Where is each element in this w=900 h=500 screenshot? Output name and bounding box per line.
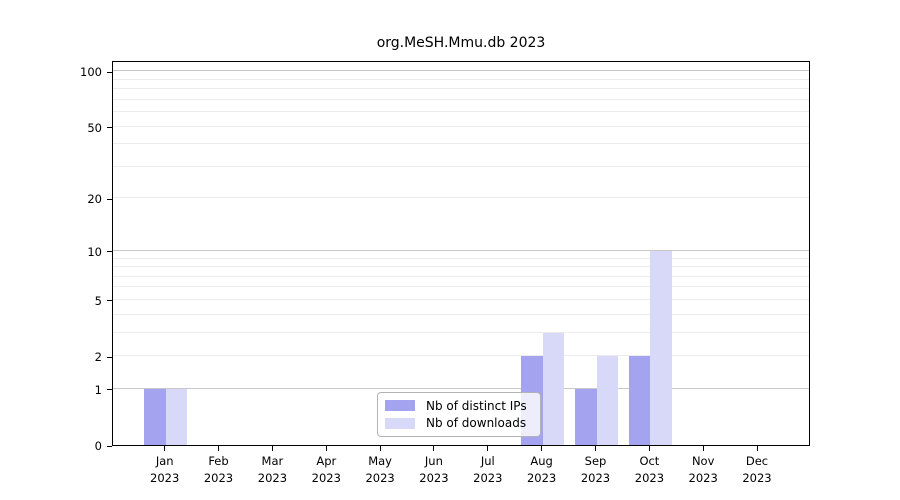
legend: Nb of distinct IPs Nb of downloads: [377, 392, 541, 437]
x-axis-label: Jun 2023: [419, 454, 449, 485]
minor-gridline: [113, 286, 809, 288]
x-axis-tick: [271, 446, 273, 451]
bar-downloads: [650, 250, 672, 445]
y-axis-tick: [107, 356, 112, 358]
minor-gridline: [113, 125, 809, 127]
y-axis-label: 100: [80, 65, 102, 80]
minor-gridline: [113, 78, 809, 80]
minor-gridline: [113, 355, 809, 356]
legend-item-distinct-ips: Nb of distinct IPs: [385, 399, 533, 413]
x-axis-label: Jan 2023: [150, 454, 180, 485]
x-axis-label: Sep 2023: [580, 454, 611, 485]
x-axis-label: May 2023: [365, 454, 395, 485]
x-axis-tick: [648, 446, 650, 451]
x-axis-tick: [487, 446, 489, 451]
y-axis-tick: [107, 445, 112, 447]
minor-gridline: [113, 298, 809, 300]
x-axis-tick: [756, 446, 758, 451]
legend-label: Nb of distinct IPs: [426, 398, 527, 413]
y-axis-label: 10: [87, 244, 102, 259]
x-axis-tick: [164, 446, 166, 451]
x-axis-label: Feb 2023: [203, 454, 234, 485]
x-axis-label: Oct 2023: [634, 454, 665, 485]
major-gridline: [113, 249, 809, 251]
x-axis-label: Jul 2023: [473, 454, 503, 485]
x-axis-tick: [433, 446, 435, 451]
major-gridline: [113, 70, 809, 72]
x-axis-label: Aug 2023: [526, 454, 557, 485]
downloads-swatch: [385, 417, 415, 429]
y-axis-tick: [107, 198, 112, 200]
y-axis-tick: [107, 251, 112, 253]
y-axis-label: 50: [87, 120, 102, 135]
bar-downloads: [596, 356, 618, 445]
y-axis-tick: [107, 71, 112, 73]
y-axis-label: 1: [94, 382, 102, 397]
minor-gridline: [113, 313, 809, 315]
bar-distinct-ips: [144, 388, 166, 445]
bar-distinct-ips: [628, 356, 651, 445]
x-axis-label: Apr 2023: [311, 454, 341, 485]
y-axis-label: 0: [94, 439, 102, 453]
chart-title: org.MeSH.Mmu.db 2023: [376, 35, 546, 51]
x-axis-tick: [218, 446, 219, 451]
x-axis-tick: [325, 446, 327, 451]
minor-gridline: [113, 197, 809, 199]
x-axis-tick: [702, 446, 704, 451]
minor-gridline: [113, 88, 809, 90]
x-axis-tick: [541, 446, 543, 451]
minor-gridline: [113, 111, 809, 112]
minor-gridline: [113, 257, 809, 259]
minor-gridline: [113, 266, 809, 267]
y-axis-tick: [107, 389, 112, 391]
legend-item-downloads: Nb of downloads: [385, 416, 533, 430]
plot-area: [112, 61, 810, 446]
minor-gridline: [113, 98, 809, 100]
major-gridline: [113, 387, 809, 389]
minor-gridline: [113, 275, 809, 277]
y-axis-tick: [107, 300, 112, 302]
y-axis-label: 2: [94, 350, 102, 364]
minor-gridline: [113, 331, 809, 333]
x-axis-label: Nov 2023: [688, 454, 718, 485]
minor-gridline: [113, 143, 809, 145]
bar-downloads: [165, 388, 188, 445]
legend-label: Nb of downloads: [426, 416, 527, 431]
bar-distinct-ips: [575, 388, 597, 445]
distinct-ips-swatch: [385, 400, 415, 412]
y-axis-label: 20: [87, 192, 102, 207]
x-axis-label: Mar 2023: [257, 454, 288, 485]
y-axis-tick: [107, 127, 112, 128]
x-axis-label: Dec 2023: [742, 454, 772, 485]
x-axis-tick: [595, 446, 596, 451]
y-axis-label: 5: [94, 293, 102, 308]
bar-downloads: [542, 332, 565, 445]
minor-gridline: [113, 165, 809, 167]
x-axis-tick: [379, 446, 381, 451]
